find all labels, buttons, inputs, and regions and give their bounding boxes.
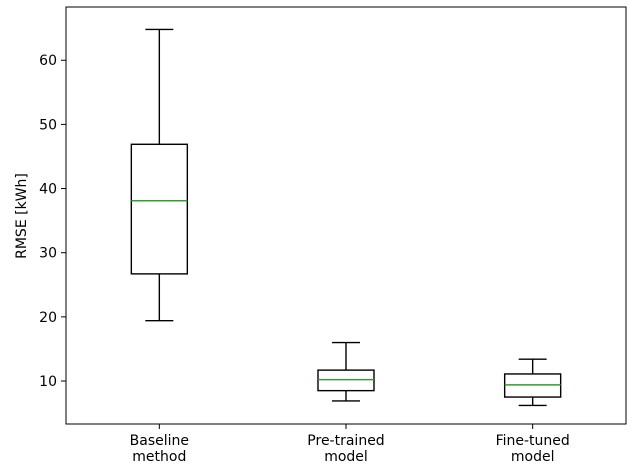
y-axis-label: RMSE [kWh] [14, 173, 30, 259]
y-axis: 10 20 30 40 50 60 [39, 53, 66, 390]
x-tick-label-line: Fine-tuned [496, 433, 570, 449]
y-tick-label: 30 [39, 246, 57, 262]
boxes [130, 28, 562, 407]
y-tick-label: 10 [39, 374, 57, 390]
x-tick-label: Pre-trained model [307, 433, 384, 465]
x-tick-label: Baseline method [130, 433, 189, 465]
y-tick-label: 50 [39, 117, 57, 133]
iqr-box [130, 143, 189, 275]
y-tick-label: 60 [39, 53, 57, 69]
box-group [503, 358, 562, 407]
x-tick-label-line: Baseline [130, 433, 189, 449]
y-tick-label: 40 [39, 182, 57, 198]
x-tick-label-line: method [132, 449, 186, 465]
x-tick-label-line: model [511, 449, 555, 465]
x-tick-label: Fine-tuned model [496, 433, 570, 465]
x-tick-label-line: model [324, 449, 368, 465]
x-tick-label-line: Pre-trained [307, 433, 384, 449]
y-tick-label: 20 [39, 310, 57, 326]
box-group [130, 28, 189, 322]
box-group [317, 341, 375, 402]
